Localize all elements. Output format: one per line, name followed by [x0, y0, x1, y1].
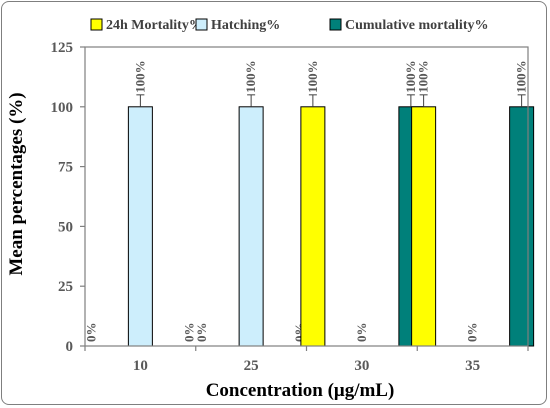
- y-tick-label: 50: [58, 219, 73, 235]
- data-label: 0%: [194, 323, 209, 343]
- x-tick-label: 10: [133, 358, 148, 374]
- y-tick-label: 75: [58, 160, 73, 176]
- bar: [509, 106, 535, 347]
- legend-label: Hatching%: [211, 18, 280, 33]
- data-label: 0%: [465, 323, 480, 343]
- x-axis-title: Concentration (μg/mL): [206, 380, 395, 401]
- bars-layer: 0%100%0%0%100%0%100%0%100%100%0%100%: [83, 60, 535, 347]
- y-axis-title: Mean percentages (%): [6, 92, 27, 275]
- data-label: 100%: [403, 60, 418, 93]
- bar: [238, 106, 264, 347]
- x-tick-label: 25: [244, 358, 259, 374]
- bar: [127, 106, 153, 347]
- x-tick-label: 30: [354, 358, 369, 374]
- legend-swatch: [195, 18, 208, 31]
- legend-label: Cumulative mortality%: [345, 18, 488, 33]
- y-tick-label: 125: [51, 40, 74, 56]
- y-tick-label: 25: [58, 279, 73, 295]
- legend-swatch: [329, 18, 342, 31]
- bar: [411, 106, 437, 347]
- legend-label: 24h Mortality%: [106, 18, 203, 33]
- y-tick-label: 0: [66, 339, 74, 355]
- axes-layer: 0 25 50 75 100 125 10 25 30 35: [51, 40, 529, 374]
- data-label: 100%: [243, 60, 258, 93]
- data-label: 0%: [354, 323, 369, 343]
- data-label: 100%: [132, 60, 147, 93]
- data-label: 0%: [181, 323, 196, 343]
- bar: [300, 106, 326, 347]
- data-label: 100%: [514, 60, 529, 93]
- y-tick-label: 100: [51, 100, 74, 116]
- data-label: 100%: [416, 60, 431, 93]
- data-label: 0%: [83, 323, 98, 343]
- x-tick-label: 35: [465, 358, 480, 374]
- data-label: 100%: [305, 60, 320, 93]
- legend: 24h Mortality% Hatching% Cumulative mortal…: [90, 18, 488, 33]
- legend-swatch: [90, 18, 103, 31]
